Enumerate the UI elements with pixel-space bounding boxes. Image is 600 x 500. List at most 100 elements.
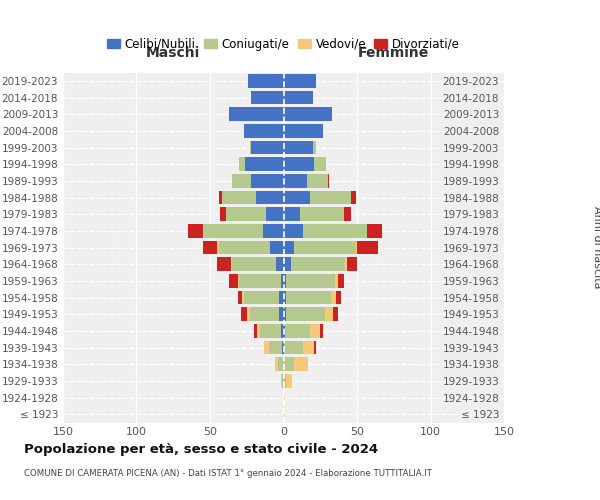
Bar <box>302 340 314 354</box>
Bar <box>281 274 284 287</box>
Bar <box>344 208 351 221</box>
Bar <box>310 190 351 204</box>
Bar <box>284 90 313 104</box>
Bar <box>247 308 250 321</box>
Bar <box>307 174 328 188</box>
Legend: Celibi/Nubili, Coniugati/e, Vedovi/e, Divorziati/e: Celibi/Nubili, Coniugati/e, Vedovi/e, Di… <box>102 33 465 56</box>
Bar <box>284 240 294 254</box>
Bar <box>294 240 356 254</box>
Bar <box>286 308 325 321</box>
Bar <box>265 340 269 354</box>
Bar <box>347 258 357 271</box>
Bar <box>232 258 276 271</box>
Bar <box>188 224 203 237</box>
Bar <box>275 358 278 371</box>
Bar <box>244 290 279 304</box>
Bar <box>217 258 230 271</box>
Bar <box>284 290 286 304</box>
Bar <box>284 174 307 188</box>
Bar <box>284 358 294 371</box>
Bar <box>276 258 284 271</box>
Bar <box>222 190 256 204</box>
Bar <box>331 290 337 304</box>
Bar <box>345 258 347 271</box>
Bar <box>282 340 284 354</box>
Bar <box>351 190 356 204</box>
Bar <box>279 308 284 321</box>
Bar <box>239 158 245 171</box>
Bar <box>220 208 226 221</box>
Bar <box>285 324 310 338</box>
Bar <box>294 358 308 371</box>
Text: Popolazione per età, sesso e stato civile - 2024: Popolazione per età, sesso e stato civil… <box>24 442 378 456</box>
Bar <box>217 240 219 254</box>
Bar <box>203 240 217 254</box>
Bar <box>328 174 329 188</box>
Bar <box>320 324 323 338</box>
Bar <box>286 374 292 388</box>
Text: Anni di nascita: Anni di nascita <box>592 206 600 289</box>
Bar <box>299 208 344 221</box>
Bar <box>232 174 251 188</box>
Bar <box>334 308 338 321</box>
Bar <box>241 308 247 321</box>
Bar <box>286 290 331 304</box>
Bar <box>254 324 257 338</box>
Bar <box>313 140 316 154</box>
Bar <box>284 324 285 338</box>
Bar <box>248 74 284 88</box>
Bar <box>337 290 341 304</box>
Bar <box>269 340 282 354</box>
Bar <box>284 124 323 138</box>
Text: Femmine: Femmine <box>358 46 430 60</box>
Bar <box>310 324 320 338</box>
Bar <box>251 140 284 154</box>
Bar <box>256 190 284 204</box>
Bar <box>250 140 251 154</box>
Bar <box>257 324 260 338</box>
Bar <box>291 258 345 271</box>
Bar <box>284 224 302 237</box>
Bar <box>260 324 281 338</box>
Bar <box>219 190 222 204</box>
Bar <box>284 390 285 404</box>
Bar <box>284 274 286 287</box>
Bar <box>230 258 232 271</box>
Bar <box>281 324 284 338</box>
Bar <box>284 258 291 271</box>
Bar <box>229 274 238 287</box>
Bar <box>314 158 326 171</box>
Bar <box>239 274 281 287</box>
Bar <box>284 408 285 421</box>
Bar <box>367 224 382 237</box>
Bar <box>219 240 270 254</box>
Bar <box>203 224 204 237</box>
Bar <box>266 208 284 221</box>
Bar <box>245 158 284 171</box>
Bar <box>244 124 284 138</box>
Bar <box>279 290 284 304</box>
Bar <box>270 240 284 254</box>
Bar <box>356 240 357 254</box>
Bar <box>284 140 313 154</box>
Bar <box>284 108 332 121</box>
Bar <box>238 274 239 287</box>
Bar <box>263 224 284 237</box>
Bar <box>284 74 316 88</box>
Bar <box>226 208 266 221</box>
Bar <box>335 274 338 287</box>
Bar <box>281 374 282 388</box>
Bar <box>250 308 279 321</box>
Bar <box>229 108 284 121</box>
Bar <box>204 224 263 237</box>
Bar <box>251 174 284 188</box>
Bar <box>338 274 344 287</box>
Bar <box>357 240 377 254</box>
Bar <box>314 340 316 354</box>
Bar <box>325 308 334 321</box>
Text: COMUNE DI CAMERATA PICENA (AN) - Dati ISTAT 1° gennaio 2024 - Elaborazione TUTTI: COMUNE DI CAMERATA PICENA (AN) - Dati IS… <box>24 469 432 478</box>
Text: Maschi: Maschi <box>146 46 200 60</box>
Bar <box>282 374 284 388</box>
Bar <box>302 224 367 237</box>
Bar <box>284 374 286 388</box>
